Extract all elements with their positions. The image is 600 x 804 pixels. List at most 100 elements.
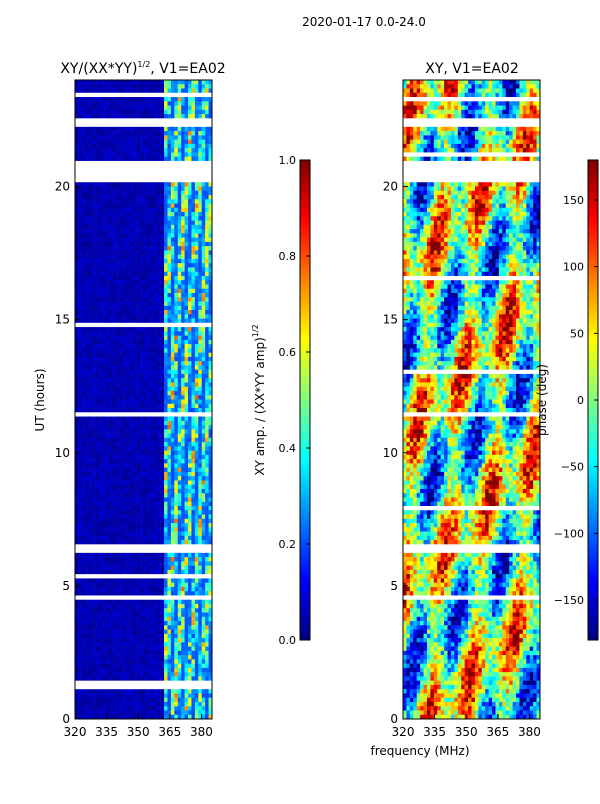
heatmap-cell bbox=[188, 88, 192, 94]
heatmap-cell bbox=[119, 433, 124, 439]
heatmap-cell bbox=[78, 412, 83, 417]
heatmap-cell bbox=[105, 190, 110, 196]
heatmap-cell bbox=[122, 216, 127, 221]
heatmap-cell bbox=[208, 250, 213, 255]
heatmap-cell bbox=[133, 399, 137, 405]
heatmap-cell bbox=[126, 420, 131, 426]
heatmap-cell bbox=[126, 365, 131, 370]
heatmap-cell bbox=[170, 386, 175, 392]
heatmap-cell bbox=[205, 514, 209, 520]
heatmap-cell bbox=[160, 335, 165, 341]
heatmap-cell bbox=[153, 148, 158, 153]
heatmap-cell bbox=[174, 467, 179, 473]
heatmap-cell bbox=[191, 275, 196, 281]
heatmap-cell bbox=[164, 429, 168, 434]
heatmap-cell bbox=[208, 126, 213, 132]
heatmap-cell bbox=[140, 586, 144, 592]
heatmap-cell bbox=[208, 263, 213, 268]
heatmap-cell bbox=[146, 216, 151, 221]
heatmap-cell bbox=[146, 310, 151, 315]
heatmap-cell bbox=[140, 160, 144, 166]
heatmap-cell bbox=[102, 386, 107, 392]
heatmap-cell bbox=[85, 476, 89, 481]
heatmap-cell bbox=[146, 275, 151, 281]
heatmap-cell bbox=[188, 425, 192, 430]
heatmap-cell bbox=[160, 544, 165, 549]
heatmap-cell bbox=[129, 488, 134, 494]
heatmap-cell bbox=[119, 118, 124, 123]
heatmap-cell bbox=[112, 267, 117, 272]
heatmap-cell bbox=[81, 365, 86, 370]
heatmap-cell bbox=[119, 378, 124, 383]
heatmap-cell bbox=[75, 514, 79, 520]
heatmap-cell bbox=[208, 476, 213, 481]
heatmap-cell bbox=[102, 254, 107, 260]
heatmap-cell bbox=[88, 348, 93, 353]
heatmap-cell bbox=[164, 80, 168, 85]
heatmap-cell bbox=[191, 284, 196, 290]
heatmap-cell bbox=[116, 216, 120, 221]
heatmap-cell bbox=[208, 506, 213, 511]
heatmap-cell bbox=[167, 165, 172, 170]
heatmap-cell bbox=[188, 92, 192, 98]
heatmap-cell bbox=[88, 540, 93, 545]
heatmap-cell bbox=[129, 165, 134, 170]
heatmap-cell bbox=[126, 216, 131, 221]
heatmap-cell bbox=[164, 603, 168, 609]
heatmap-cell bbox=[102, 348, 107, 353]
heatmap-cell bbox=[129, 241, 134, 247]
heatmap-cell bbox=[140, 152, 144, 157]
heatmap-cell bbox=[98, 540, 103, 545]
heatmap-cell bbox=[167, 254, 172, 260]
heatmap-cell bbox=[116, 476, 120, 481]
heatmap-cell bbox=[119, 327, 124, 332]
heatmap-cell bbox=[129, 156, 134, 162]
heatmap-cell bbox=[208, 569, 213, 575]
heatmap-cell bbox=[201, 152, 206, 157]
heatmap-cell bbox=[98, 548, 103, 554]
heatmap-cell bbox=[122, 195, 127, 200]
heatmap-cell bbox=[95, 344, 100, 349]
heatmap-cell bbox=[112, 552, 117, 558]
heatmap-cell bbox=[198, 88, 203, 94]
heatmap-cell bbox=[95, 382, 100, 388]
heatmap-cell bbox=[205, 203, 209, 209]
heatmap-cell bbox=[78, 369, 83, 375]
heatmap-cell bbox=[133, 207, 137, 213]
heatmap-cell bbox=[201, 429, 206, 434]
heatmap-cell bbox=[143, 429, 148, 434]
heatmap-cell bbox=[92, 425, 96, 430]
heatmap-cell bbox=[105, 356, 110, 362]
heatmap-cell bbox=[177, 599, 182, 605]
heatmap-cell bbox=[205, 373, 209, 379]
heatmap-cell bbox=[140, 301, 144, 307]
heatmap-cell bbox=[160, 365, 165, 370]
heatmap-cell bbox=[98, 160, 103, 166]
heatmap-cell bbox=[95, 493, 100, 498]
heatmap-cell bbox=[136, 420, 141, 426]
heatmap-cell bbox=[105, 412, 110, 417]
heatmap-cell bbox=[150, 412, 155, 417]
heatmap-cell bbox=[129, 476, 134, 481]
heatmap-cell bbox=[119, 471, 124, 477]
heatmap-cell bbox=[88, 212, 93, 217]
heatmap-cell bbox=[194, 114, 199, 119]
heatmap-cell bbox=[184, 531, 189, 537]
heatmap-cell bbox=[184, 552, 189, 558]
heatmap-cell bbox=[157, 476, 161, 481]
heatmap-cell bbox=[119, 258, 124, 264]
heatmap-cell bbox=[160, 118, 165, 123]
heatmap-cell bbox=[136, 429, 141, 434]
heatmap-cell bbox=[112, 318, 117, 324]
heatmap-cell bbox=[98, 241, 103, 247]
heatmap-cell bbox=[116, 314, 120, 319]
heatmap-cell bbox=[170, 224, 175, 230]
heatmap-cell bbox=[153, 160, 158, 166]
heatmap-cell bbox=[105, 531, 110, 537]
heatmap-cell bbox=[136, 318, 141, 324]
heatmap-cell bbox=[133, 156, 137, 162]
heatmap-cell bbox=[150, 378, 155, 383]
heatmap-cell bbox=[88, 241, 93, 247]
heatmap-cell bbox=[119, 297, 124, 302]
heatmap-cell bbox=[88, 293, 93, 298]
